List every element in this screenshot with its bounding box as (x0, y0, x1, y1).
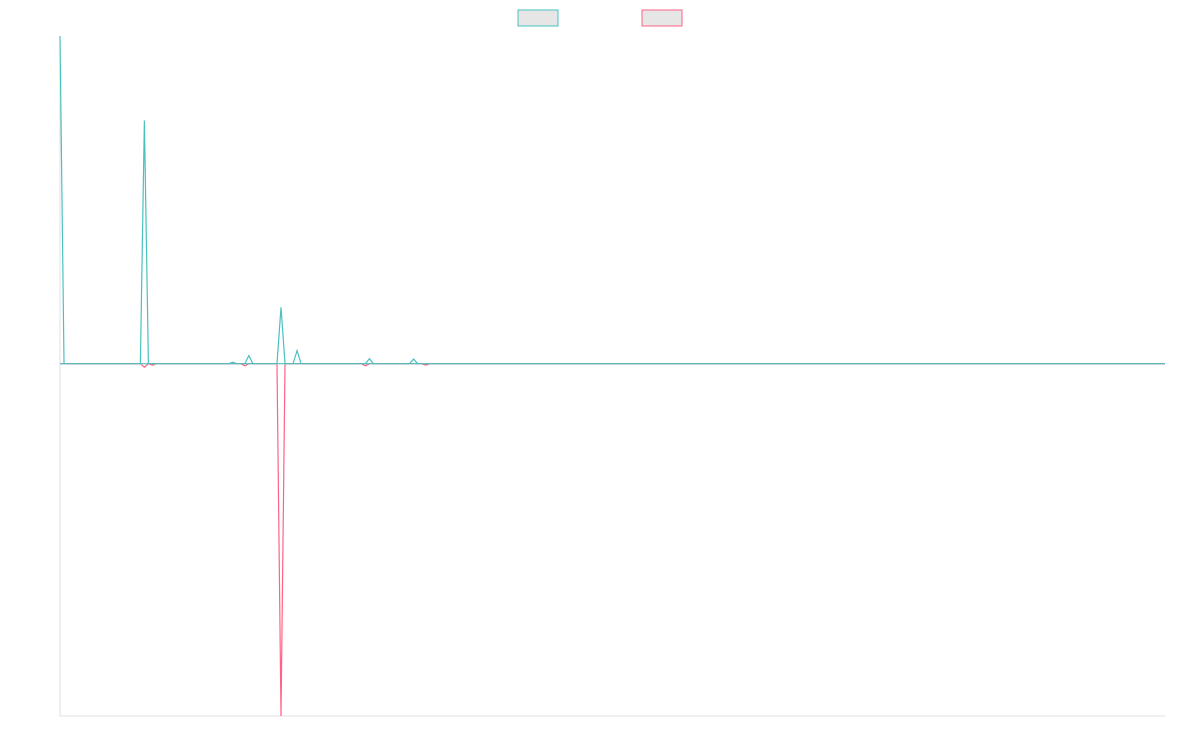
series-line-1 (59, 35, 1165, 365)
series-line-2 (60, 362, 1165, 717)
axes (59, 36, 1165, 717)
legend (517, 9, 683, 27)
series-layer (59, 35, 1165, 717)
legend-swatch-1[interactable] (517, 9, 559, 27)
legend-swatch-2[interactable] (641, 9, 683, 27)
